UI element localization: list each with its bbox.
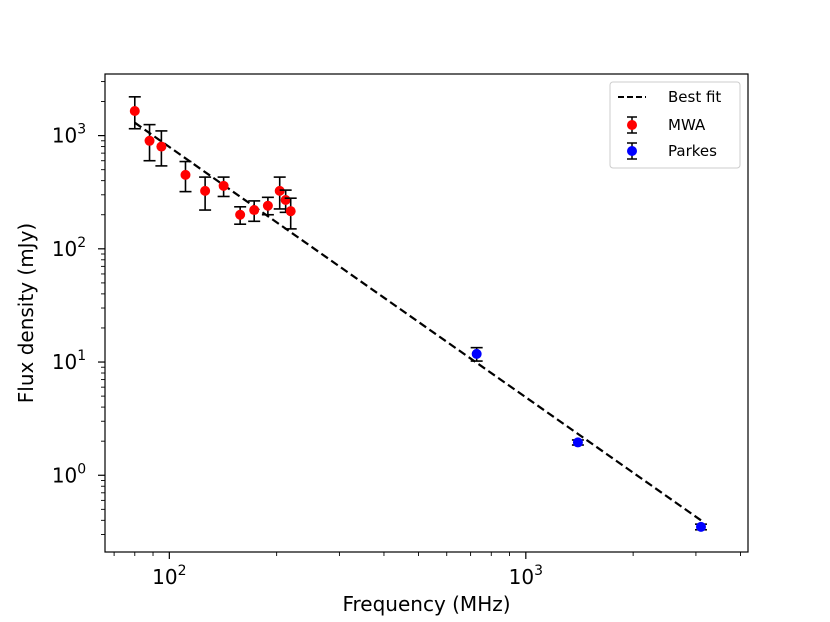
legend-parkes-label: Parkes bbox=[668, 142, 717, 160]
mwa-data-point bbox=[199, 176, 212, 211]
y-tick-exponent: 3 bbox=[77, 122, 86, 138]
legend-mwa-label: MWA bbox=[668, 116, 706, 134]
mwa-data-point bbox=[261, 196, 274, 216]
parkes-data-point bbox=[694, 521, 707, 532]
parkes-data-point bbox=[470, 346, 483, 362]
mwa-marker bbox=[235, 209, 246, 220]
y-tick-label: 100 bbox=[52, 461, 86, 487]
mwa-data-point bbox=[179, 160, 192, 193]
x-tick-exponent: 2 bbox=[178, 563, 187, 579]
mwa-marker bbox=[249, 205, 260, 216]
y-tick-base: 10 bbox=[52, 237, 77, 261]
mwa-marker bbox=[200, 185, 211, 196]
mwa-marker bbox=[280, 194, 291, 205]
legend-box bbox=[609, 81, 741, 169]
y-tick-exponent: 1 bbox=[77, 348, 86, 364]
parkes-data-point bbox=[571, 437, 584, 448]
mwa-data-point bbox=[143, 123, 156, 162]
mwa-data-point bbox=[234, 206, 247, 225]
data-points-layer bbox=[128, 96, 707, 532]
mwa-marker bbox=[156, 141, 167, 152]
x-axis-label: Frequency (MHz) bbox=[342, 592, 510, 616]
mwa-data-point bbox=[155, 130, 168, 167]
y-tick-label: 102 bbox=[52, 235, 86, 261]
y-tick-base: 10 bbox=[52, 463, 77, 487]
mwa-marker bbox=[129, 105, 140, 116]
mwa-marker bbox=[144, 135, 155, 146]
y-tick-base: 10 bbox=[52, 124, 77, 148]
x-tick-base: 10 bbox=[152, 565, 177, 589]
legend: Best fit MWA Parkes bbox=[609, 81, 741, 169]
y-tick-exponent: 0 bbox=[77, 461, 86, 477]
y-tick-label: 103 bbox=[52, 122, 86, 148]
mwa-marker bbox=[285, 206, 296, 217]
mwa-data-point bbox=[248, 200, 261, 223]
parkes-marker bbox=[572, 437, 583, 448]
mwa-marker bbox=[262, 200, 273, 211]
mwa-data-point bbox=[128, 96, 141, 130]
mwa-data-point bbox=[279, 189, 292, 214]
mwa-data-point bbox=[284, 197, 297, 230]
mwa-marker bbox=[180, 169, 191, 180]
fit-layer bbox=[134, 121, 702, 522]
mwa-marker bbox=[218, 180, 229, 191]
x-tick-label: 102 bbox=[152, 563, 186, 589]
x-tick-label: 103 bbox=[509, 563, 543, 589]
legend-fit-label: Best fit bbox=[668, 88, 721, 106]
y-tick-exponent: 2 bbox=[77, 235, 86, 251]
parkes-marker bbox=[471, 348, 482, 359]
y-tick-label: 101 bbox=[52, 348, 86, 374]
x-tick-exponent: 3 bbox=[534, 563, 543, 579]
legend-mwa-marker bbox=[627, 120, 637, 130]
y-axis-label: Flux density (mJy) bbox=[14, 223, 38, 403]
mwa-data-point bbox=[217, 176, 230, 198]
legend-parkes-marker bbox=[627, 146, 637, 156]
y-tick-base: 10 bbox=[52, 350, 77, 374]
best-fit-line bbox=[134, 121, 702, 522]
plot-frame bbox=[104, 73, 749, 553]
parkes-marker bbox=[695, 521, 706, 532]
x-tick-base: 10 bbox=[509, 565, 534, 589]
